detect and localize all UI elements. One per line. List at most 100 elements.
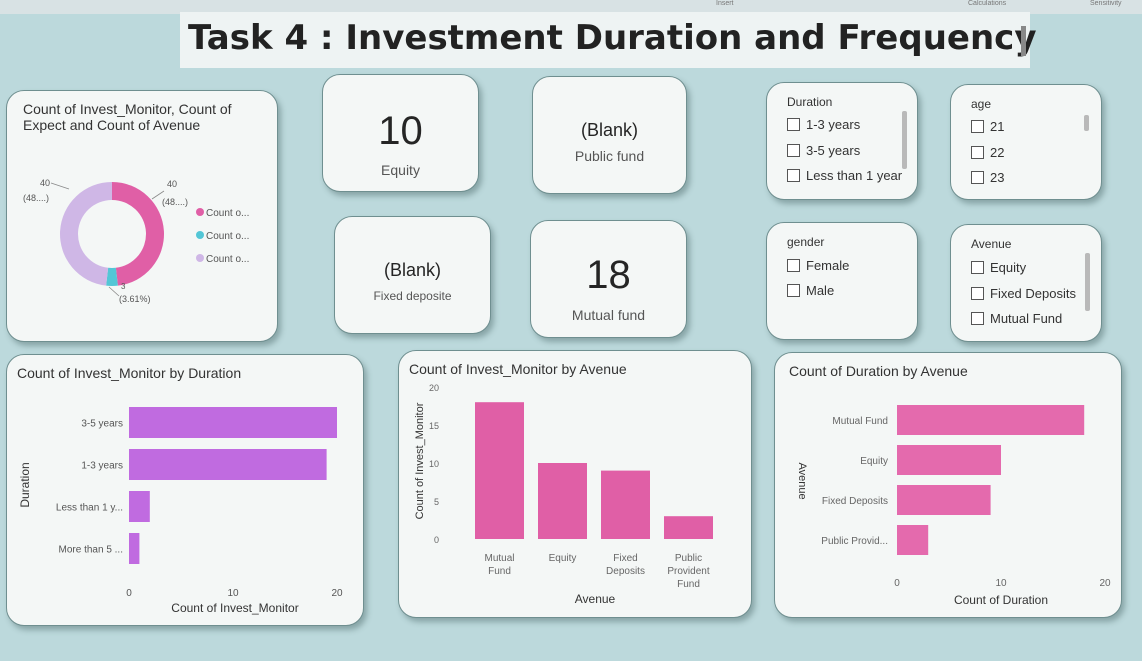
kpi-card-mutual-fund[interactable]: 18 Mutual fund xyxy=(530,220,687,338)
checkbox[interactable] xyxy=(787,118,800,131)
y-tick-label: Mutual Fund xyxy=(832,416,888,427)
y-tick-label: Fixed Deposits xyxy=(822,496,888,507)
checkbox[interactable] xyxy=(971,171,984,184)
slicer-age-title: age xyxy=(971,97,992,111)
donut-data-label: (48....) xyxy=(162,197,188,207)
bar xyxy=(664,516,713,539)
ribbon-insert[interactable]: Insert xyxy=(716,0,734,7)
duration-bar-chart: 3-5 years 1-3 years Less than 1 y... More t… xyxy=(18,407,343,615)
slicer-avenue[interactable]: Avenue Equity Fixed Deposits Mutual Fund xyxy=(950,224,1102,342)
slicer-item-label: Fixed Deposits xyxy=(990,286,1076,301)
kpi-card-equity[interactable]: 10 Equity xyxy=(322,74,479,192)
slicer-item-label: Less than 1 year xyxy=(806,168,903,183)
donut-slice xyxy=(106,267,118,286)
checkbox[interactable] xyxy=(787,144,800,157)
slicer-duration-item[interactable]: Less than 1 year xyxy=(787,168,902,183)
slicer-avenue-item[interactable]: Mutual Fund xyxy=(971,311,1062,326)
checkbox[interactable] xyxy=(971,312,984,325)
x-axis-label: Count of Duration xyxy=(954,593,1048,607)
slicer-avenue-title: Avenue xyxy=(971,237,1012,251)
slicer-item-label: 21 xyxy=(990,119,1005,134)
slicer-scrollbar[interactable] xyxy=(1085,253,1090,311)
kpi-value-public-fund: (Blank) xyxy=(580,120,638,140)
text-cursor xyxy=(1021,26,1026,56)
checkbox[interactable] xyxy=(787,259,800,272)
leader-line xyxy=(151,190,165,200)
duration-by-avenue-card[interactable]: Count of Duration by Avenue Mutual Fund E… xyxy=(774,352,1122,618)
y-tick-label: Equity xyxy=(860,456,888,467)
slicer-avenue-item[interactable]: Fixed Deposits xyxy=(971,286,1076,301)
x-tick-label: Public xyxy=(675,553,702,564)
ribbon-calculations[interactable]: Calculations xyxy=(968,0,1007,7)
y-tick-label: 0 xyxy=(434,535,439,545)
slicer-age[interactable]: age 21 22 23 xyxy=(950,84,1102,200)
y-axis-label: Count of Invest_Monitor xyxy=(414,402,426,519)
y-tick-label: 3-5 years xyxy=(81,419,123,430)
slicer-item-label: 22 xyxy=(990,145,1005,160)
slicer-duration-item[interactable]: 3-5 years xyxy=(787,143,860,158)
slicer-age-item[interactable]: 21 xyxy=(971,119,1004,134)
donut-data-label: 40 xyxy=(40,178,50,188)
checkbox[interactable] xyxy=(971,261,984,274)
slicer-age-item[interactable]: 23 xyxy=(971,170,1004,185)
kpi-card-public-fund[interactable]: (Blank) Public fund xyxy=(532,76,687,194)
donut-chart-card[interactable]: Count of Invest_Monitor, Count of Expect… xyxy=(6,90,278,342)
checkbox[interactable] xyxy=(787,284,800,297)
slicer-duration-item[interactable]: 1-3 years xyxy=(787,117,860,132)
kpi-label-fixed-deposite: Fixed deposite xyxy=(373,289,452,303)
legend-marker xyxy=(196,231,204,239)
slicer-gender[interactable]: gender Female Male xyxy=(766,222,918,340)
bar xyxy=(475,402,524,539)
checkbox[interactable] xyxy=(971,146,984,159)
duration-by-avenue-bar-chart: Mutual Fund Equity Fixed Deposits Public Pr… xyxy=(796,405,1111,607)
slicer-gender-item[interactable]: Male xyxy=(787,283,834,298)
kpi-value-fixed-deposite: (Blank) xyxy=(383,260,441,280)
x-tick-label: Fixed xyxy=(613,553,637,564)
checkbox[interactable] xyxy=(787,169,800,182)
legend-marker xyxy=(196,208,204,216)
kpi-card-fixed-deposite[interactable]: (Blank) Fixed deposite xyxy=(334,216,491,334)
x-tick-label: 0 xyxy=(126,588,132,599)
x-tick-label: Fund xyxy=(677,579,700,590)
slicer-age-item[interactable]: 22 xyxy=(971,145,1004,160)
bar xyxy=(897,485,991,515)
legend-label: Count o... xyxy=(206,231,249,242)
ribbon-sensitivity[interactable]: Sensitivity xyxy=(1090,0,1122,7)
bar xyxy=(538,463,587,539)
y-axis-label: Avenue xyxy=(796,462,808,499)
slicer-item-label: 3-5 years xyxy=(806,143,861,158)
avenue-column-chart: 20 15 10 5 0 Mutual Fund Equity Fixed Deposits Pub… xyxy=(414,383,713,606)
kpi-value-equity: 10 xyxy=(378,109,423,153)
checkbox[interactable] xyxy=(971,287,984,300)
duration-chart-card[interactable]: Count of Invest_Monitor by Duration 3-5 … xyxy=(6,354,364,626)
bar xyxy=(129,449,327,480)
avenue-column-chart-card[interactable]: Count of Invest_Monitor by Avenue 20 15 10… xyxy=(398,350,752,618)
slicer-gender-item[interactable]: Female xyxy=(787,258,849,273)
checkbox[interactable] xyxy=(971,120,984,133)
y-tick-label: Less than 1 y... xyxy=(56,503,123,514)
slicer-scrollbar[interactable] xyxy=(902,111,907,169)
x-tick-label: Mutual xyxy=(484,553,514,564)
y-tick-label: 20 xyxy=(429,383,439,393)
kpi-label-public-fund: Public fund xyxy=(574,148,645,164)
legend-label: Count o... xyxy=(206,208,249,219)
slicer-duration[interactable]: Duration 1-3 years 3-5 years Less than 1… xyxy=(766,82,918,200)
slicer-avenue-item[interactable]: Equity xyxy=(971,260,1026,275)
x-tick-label: 10 xyxy=(227,588,239,599)
kpi-label-mutual-fund: Mutual fund xyxy=(571,307,646,323)
page-title: Task 4 : Investment Duration and Frequen… xyxy=(188,18,1037,58)
bar xyxy=(129,407,337,438)
y-tick-label: Public Provid... xyxy=(821,536,888,547)
avenue-column-chart-title: Count of Invest_Monitor by Avenue xyxy=(409,361,627,377)
donut-data-label: 40 xyxy=(167,179,177,189)
y-axis-label: Duration xyxy=(18,462,32,507)
slicer-item-label: 1-3 years xyxy=(806,117,861,132)
bar xyxy=(897,525,929,555)
y-tick-label: 10 xyxy=(429,459,439,469)
y-tick-label: 5 xyxy=(434,497,439,507)
donut-slice xyxy=(60,182,112,286)
legend-marker xyxy=(196,254,204,262)
x-axis-label: Count of Invest_Monitor xyxy=(171,601,298,615)
x-tick-label: 0 xyxy=(894,578,900,589)
slicer-scrollbar[interactable] xyxy=(1084,115,1089,131)
